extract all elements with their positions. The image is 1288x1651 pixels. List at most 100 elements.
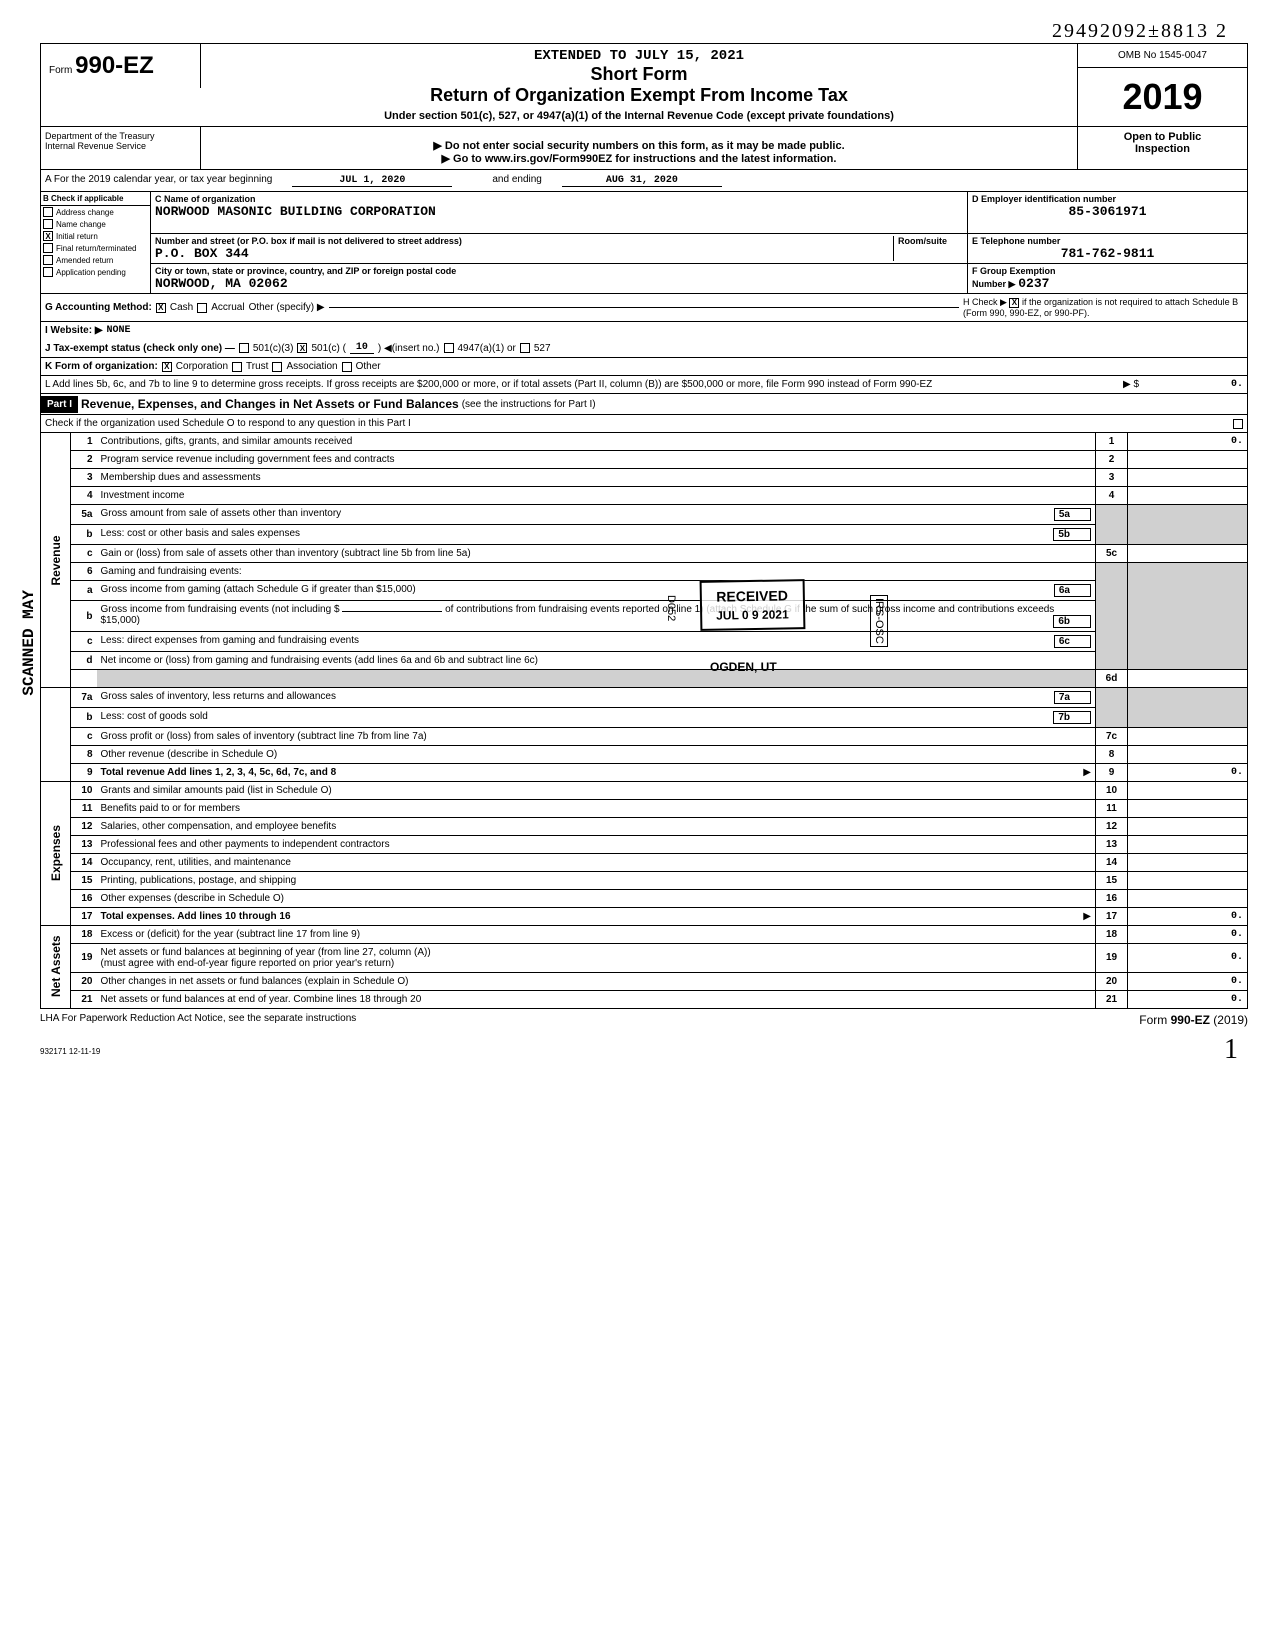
line-21-amt: 0. <box>1128 990 1248 1008</box>
tax-year-end: AUG 31, 2020 <box>562 175 722 187</box>
line-18-amt: 0. <box>1128 925 1248 943</box>
row-a-tax-year: A For the 2019 calendar year, or tax yea… <box>40 170 1248 192</box>
line-19-amt: 0. <box>1128 943 1248 972</box>
col-b-header: B Check if applicable <box>41 192 150 206</box>
accrual-label: Accrual <box>211 302 244 313</box>
phone-value: 781-762-9811 <box>972 246 1243 261</box>
chk-amended-return[interactable]: Amended return <box>41 254 150 266</box>
line-5c-desc: Gain or (loss) from sale of assets other… <box>97 545 1096 563</box>
ogden-stamp: OGDEN, UT <box>710 660 777 674</box>
line-6-desc: Gaming and fundraising events: <box>97 563 1096 581</box>
lines-table-2: 7aGross sales of inventory, less returns… <box>40 687 1248 1009</box>
dept-treasury: Department of the Treasury Internal Reve… <box>41 127 201 169</box>
part-i-title: Revenue, Expenses, and Changes in Net As… <box>78 394 462 414</box>
row-l-text: L Add lines 5b, 6c, and 7b to line 9 to … <box>45 379 1119 390</box>
chk-501c[interactable]: X <box>297 343 307 353</box>
line-15-desc: Printing, publications, postage, and shi… <box>97 871 1096 889</box>
line-9-desc: Total revenue Add lines 1, 2, 3, 4, 5c, … <box>97 763 1096 781</box>
no-ssn-warning: ▶ Do not enter social security numbers o… <box>205 139 1073 152</box>
row-i-website: I Website: ▶ NONE <box>40 322 1248 339</box>
line-1-num: 1 <box>71 433 97 451</box>
chk-association[interactable] <box>272 362 282 372</box>
main-title: Return of Organization Exempt From Incom… <box>209 85 1069 106</box>
form-org-label: K Form of organization: <box>45 361 158 372</box>
form-name-cell: Form 990-EZ <box>41 44 201 88</box>
chk-other-org[interactable] <box>342 362 352 372</box>
form-prefix: Form <box>49 65 72 76</box>
chk-501c3[interactable] <box>239 343 249 353</box>
chk-final-return[interactable]: Final return/terminated <box>41 242 150 254</box>
row-a-mid: and ending <box>492 174 542 185</box>
chk-527[interactable] <box>520 343 530 353</box>
room-label: Room/suite <box>898 236 963 246</box>
line-20-desc: Other changes in net assets or fund bala… <box>97 972 1096 990</box>
line-19-desc: Net assets or fund balances at beginning… <box>97 943 1096 972</box>
part-i-header: Part I Revenue, Expenses, and Changes in… <box>40 394 1248 415</box>
line-2-desc: Program service revenue including govern… <box>97 451 1096 469</box>
received-date: JUL 0 9 2021 <box>716 607 789 622</box>
line-5b-desc: Less: cost or other basis and sales expe… <box>97 525 1096 545</box>
city-state-zip: NORWOOD, MA 02062 <box>155 276 963 291</box>
lines-table: Revenue 1 Contributions, gifts, grants, … <box>40 433 1248 688</box>
part-i-suffix: (see the instructions for Part I) <box>462 399 596 410</box>
row-g-label: G Accounting Method: <box>45 302 152 313</box>
street-label: Number and street (or P.O. box if mail i… <box>155 236 893 246</box>
instructions-cell: ▶ Do not enter social security numbers o… <box>201 127 1077 169</box>
line-16-desc: Other expenses (describe in Schedule O) <box>97 889 1096 907</box>
chk-trust[interactable] <box>232 362 242 372</box>
line-12-desc: Salaries, other compensation, and employ… <box>97 817 1096 835</box>
row-k-form-org: K Form of organization: XCorporation Tru… <box>40 358 1248 376</box>
cash-label: Cash <box>170 302 193 313</box>
chk-cash[interactable]: X <box>156 303 166 313</box>
part-i-label: Part I <box>41 396 78 413</box>
row-j-tax-status: J Tax-exempt status (check only one) — 5… <box>40 339 1248 358</box>
street-address: P.O. BOX 344 <box>155 246 893 261</box>
tax-year: 2019 <box>1078 68 1247 126</box>
line-6a-desc: Gross income from gaming (attach Schedul… <box>97 581 1096 601</box>
title-cell: EXTENDED TO JULY 15, 2021 Short Form Ret… <box>201 44 1077 126</box>
line-14-desc: Occupancy, rent, utilities, and maintena… <box>97 853 1096 871</box>
line-4-desc: Investment income <box>97 487 1096 505</box>
open-public: Open to Public <box>1082 131 1243 143</box>
name-label: C Name of organization <box>155 194 963 204</box>
row-a-prefix: A For the 2019 calendar year, or tax yea… <box>45 174 272 185</box>
section-bcdef: B Check if applicable Address change Nam… <box>40 192 1248 294</box>
line-3-desc: Membership dues and assessments <box>97 469 1096 487</box>
form-reference: Form 990-EZ (2019) <box>1139 1013 1248 1027</box>
chk-initial-return[interactable]: XInitial return <box>41 230 150 242</box>
open-public-cell: Open to Public Inspection <box>1077 127 1247 169</box>
chk-name-change[interactable]: Name change <box>41 218 150 230</box>
line-7b-desc: Less: cost of goods sold7b <box>97 707 1096 727</box>
org-name: NORWOOD MASONIC BUILDING CORPORATION <box>155 204 963 219</box>
line-21-desc: Net assets or fund balances at end of ye… <box>97 990 1096 1008</box>
footer-code: 932171 12-11-19 <box>40 1047 1248 1056</box>
omb-year-cell: OMB No 1545-0047 2019 <box>1077 44 1247 126</box>
chk-application-pending[interactable]: Application pending <box>41 266 150 278</box>
d052-stamp: D052 <box>665 595 677 621</box>
col-de: D Employer identification number 85-3061… <box>967 192 1247 293</box>
line-1-col: 1 <box>1096 433 1128 451</box>
row-l-arrow: ▶ $ <box>1123 379 1139 390</box>
dept-row: Department of the Treasury Internal Reve… <box>40 127 1248 170</box>
col-b-checkboxes: B Check if applicable Address change Nam… <box>41 192 151 293</box>
chk-corporation[interactable]: X <box>162 362 172 372</box>
row-h-prefix: H Check ▶ <box>963 297 1007 307</box>
chk-schedule-b[interactable]: X <box>1009 298 1019 308</box>
other-specify: Other (specify) ▶ <box>249 302 325 313</box>
form-header: Form 990-EZ EXTENDED TO JULY 15, 2021 Sh… <box>40 43 1248 127</box>
check-o-text: Check if the organization used Schedule … <box>45 418 411 429</box>
short-form-label: Short Form <box>209 64 1069 85</box>
chk-schedule-o[interactable] <box>1233 419 1243 429</box>
line-17-desc: Total expenses. Add lines 10 through 16 … <box>97 907 1096 925</box>
line-1-desc: Contributions, gifts, grants, and simila… <box>97 433 1096 451</box>
ein-value: 85-3061971 <box>972 204 1243 219</box>
under-section: Under section 501(c), 527, or 4947(a)(1)… <box>209 110 1069 122</box>
line-7c-desc: Gross profit or (loss) from sales of inv… <box>97 727 1096 745</box>
chk-4947a1[interactable] <box>444 343 454 353</box>
tax-exempt-label: J Tax-exempt status (check only one) — <box>45 343 235 354</box>
omb-number: OMB No 1545-0047 <box>1078 44 1247 68</box>
chk-accrual[interactable] <box>197 303 207 313</box>
group-exemption-label: F Group Exemption <box>972 266 1243 276</box>
received-stamp: RECEIVED JUL 0 9 2021 <box>700 579 805 631</box>
chk-address-change[interactable]: Address change <box>41 206 150 218</box>
